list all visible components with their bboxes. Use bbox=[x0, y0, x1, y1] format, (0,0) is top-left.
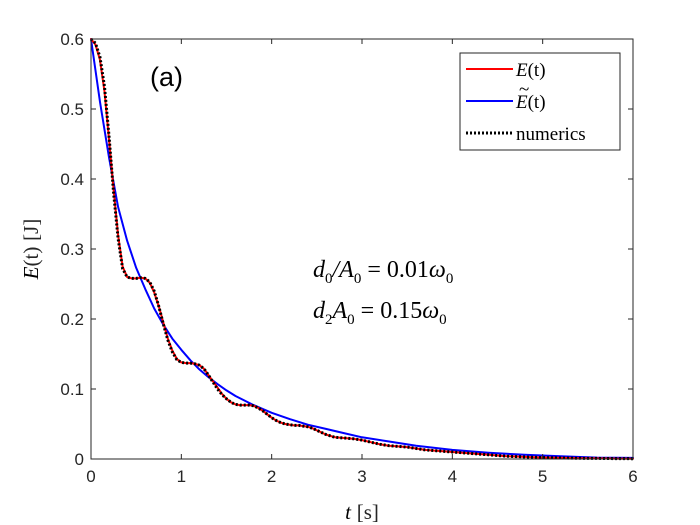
y-axis-label-arg: (t) bbox=[19, 247, 43, 267]
svg-text:d0/A0 = 0.01ω0: d0/A0 = 0.01ω0 bbox=[313, 257, 453, 287]
y-tick-label-6: 0.6 bbox=[60, 30, 84, 49]
series-line-numerics bbox=[89, 37, 634, 461]
annotation-1-omega: ω bbox=[429, 257, 446, 283]
panel-label: (a) bbox=[150, 62, 183, 92]
legend: E(t) E(t) ~ numerics bbox=[459, 52, 621, 151]
svg-text:d2A0 = 0.15ω0: d2A0 = 0.15ω0 bbox=[313, 298, 447, 328]
annotation-2-sub-a0: 0 bbox=[347, 312, 355, 328]
legend-label-e-tilde-arg: (t) bbox=[528, 92, 546, 113]
y-tick-label-2: 0.2 bbox=[60, 310, 84, 329]
annotation-1-d: d bbox=[313, 257, 326, 283]
legend-label-e-tilde-var: E bbox=[515, 92, 528, 113]
series-layer bbox=[89, 37, 634, 461]
legend-label-e-arg: (t) bbox=[528, 60, 546, 81]
annotation-line-1: d0/A0 = 0.01ω0 bbox=[313, 257, 453, 287]
x-tick-label-1: 1 bbox=[177, 467, 186, 486]
x-tick-label-6: 6 bbox=[628, 467, 637, 486]
y-tick-label-5: 0.5 bbox=[60, 100, 84, 119]
tick-layer: 0 1 2 3 4 5 6 0 0.1 0.2 0.3 0.4 0.5 0.6 bbox=[60, 30, 637, 486]
y-axis-label-var: E bbox=[19, 266, 43, 280]
annotation-2-sub-2: 2 bbox=[325, 312, 333, 328]
x-axis-label-unit: [s] bbox=[357, 500, 379, 524]
x-tick-label-2: 2 bbox=[267, 467, 276, 486]
x-tick-label-5: 5 bbox=[538, 467, 547, 486]
annotation-1-sub-0: 0 bbox=[325, 271, 333, 287]
annotation-2-sub-omega: 0 bbox=[439, 312, 447, 328]
y-tick-label-0: 0 bbox=[75, 450, 84, 469]
annotation-1-sub-a0: 0 bbox=[354, 271, 362, 287]
x-tick-label-4: 4 bbox=[448, 467, 457, 486]
y-tick-label-1: 0.1 bbox=[60, 380, 84, 399]
legend-label-e-tilde: E(t) bbox=[515, 92, 546, 113]
annotation-2-a: A bbox=[331, 298, 348, 324]
legend-label-e-var: E bbox=[515, 60, 528, 81]
y-tick-label-3: 0.3 bbox=[60, 240, 84, 259]
annotation-1-equals: = 0.01 bbox=[361, 257, 429, 283]
series-line-e-tilde bbox=[90, 38, 634, 459]
x-tick-label-0: 0 bbox=[86, 467, 95, 486]
annotation-line-2: d2A0 = 0.15ω0 bbox=[313, 298, 447, 328]
x-axis-label: t [s] bbox=[345, 500, 379, 524]
legend-label-numerics: numerics bbox=[516, 124, 586, 145]
annotation-2-omega: ω bbox=[422, 298, 439, 324]
legend-tilde-mark: ~ bbox=[519, 79, 529, 100]
svg-text:E(t) [J]: E(t) [J] bbox=[19, 219, 43, 281]
annotation-2-equals: = 0.15 bbox=[355, 298, 423, 324]
annotation-1-slash-a: /A bbox=[331, 257, 355, 283]
legend-label-e: E(t) bbox=[515, 60, 546, 81]
y-axis-label-unit: [J] bbox=[19, 219, 43, 241]
y-tick-label-4: 0.4 bbox=[60, 170, 84, 189]
svg-text:t [s]: t [s] bbox=[345, 500, 379, 524]
x-axis-label-var: t bbox=[345, 500, 352, 524]
x-tick-label-3: 3 bbox=[357, 467, 366, 486]
annotation-2-d: d bbox=[313, 298, 326, 324]
annotation-1-sub-omega: 0 bbox=[446, 271, 454, 287]
y-axis-label: E(t) [J] bbox=[19, 219, 43, 281]
